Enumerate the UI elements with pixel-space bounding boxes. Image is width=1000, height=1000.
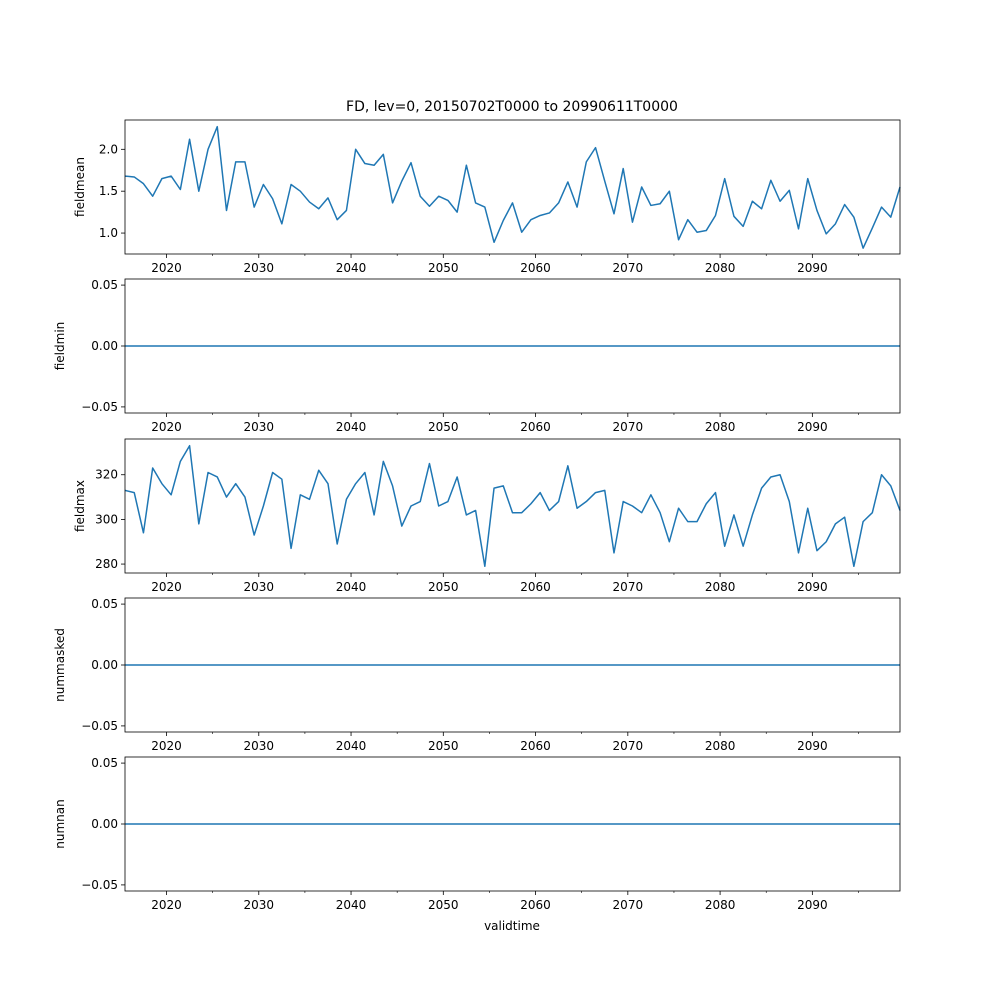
- y-tick-label: 1.5: [99, 184, 118, 198]
- x-tick-label: 2050: [428, 739, 459, 753]
- chart-title: FD, lev=0, 20150702T0000 to 20990611T000…: [346, 99, 678, 115]
- x-tick-label: 2070: [613, 420, 644, 434]
- x-tick-label: 2070: [613, 261, 644, 275]
- x-tick-label: 2080: [705, 261, 736, 275]
- panel-nummasked: 2020 2030 2040 2050 2060 2070 2080 2090 −0.05 0.0…: [53, 597, 901, 753]
- x-tick-label: 2070: [613, 898, 644, 912]
- panel-fieldmin: 2020 2030 2040 2050 2060 2070 2080 2090 −0.05 0.0…: [53, 278, 901, 434]
- x-tick-label: 2060: [520, 261, 551, 275]
- panel-fieldmax: 2020 2030 2040 2050 2060 2070 2080 2090 280 300 32…: [73, 438, 901, 594]
- x-tick-label: 2070: [613, 580, 644, 594]
- panel-fieldmean: 2020 2030 2040 2050 2060 2070 2080 2090 1.0 1.5 2.…: [73, 119, 901, 275]
- series-line-fieldmax: [124, 444, 901, 568]
- x-tick-label: 2050: [428, 898, 459, 912]
- x-tick-label: 2030: [244, 420, 275, 434]
- x-tick-label: 2030: [244, 580, 275, 594]
- x-tick-label: 2020: [151, 739, 182, 753]
- x-tick-label: 2060: [520, 739, 551, 753]
- x-tick-label: 2030: [244, 739, 275, 753]
- y-tick-label: 0.05: [91, 278, 118, 292]
- x-tick-label: 2040: [336, 580, 367, 594]
- x-tick-label: 2070: [613, 739, 644, 753]
- x-tick-label: 2050: [428, 580, 459, 594]
- x-tick-label: 2090: [797, 420, 828, 434]
- x-tick-label: 2020: [151, 261, 182, 275]
- x-tick-label: 2090: [797, 580, 828, 594]
- x-tick-label: 2040: [336, 261, 367, 275]
- y-tick-label: 2.0: [99, 142, 118, 156]
- x-tick-label: 2040: [336, 739, 367, 753]
- x-tick-label: 2080: [705, 580, 736, 594]
- series-line-fieldmean: [124, 125, 901, 249]
- y-tick-label: −0.05: [81, 400, 118, 414]
- subplots: 2020 2030 2040 2050 2060 2070 2080 2090 1.0 1.5 2.…: [53, 119, 901, 912]
- x-tick-label: 2080: [705, 739, 736, 753]
- x-tick-label: 2040: [336, 420, 367, 434]
- y-tick-label: −0.05: [81, 719, 118, 733]
- x-tick-label: 2060: [520, 898, 551, 912]
- y-tick-label: 1.0: [99, 226, 118, 240]
- x-tick-label: 2050: [428, 420, 459, 434]
- y-tick-label: 0.00: [91, 817, 118, 831]
- y-axis-label: numnan: [53, 799, 67, 848]
- x-axis-label: validtime: [484, 919, 540, 933]
- x-tick-label: 2020: [151, 580, 182, 594]
- y-tick-label: 0.05: [91, 756, 118, 770]
- y-tick-label: −0.05: [81, 878, 118, 892]
- x-tick-label: 2060: [520, 580, 551, 594]
- y-axis-label: fieldmin: [53, 322, 67, 371]
- x-tick-label: 2080: [705, 420, 736, 434]
- x-tick-label: 2020: [151, 420, 182, 434]
- x-tick-label: 2090: [797, 898, 828, 912]
- y-tick-label: 320: [95, 468, 118, 482]
- panel-numnan: 2020 2030 2040 2050 2060 2070 2080 2090 −0.05 0.0…: [53, 756, 901, 912]
- x-tick-label: 2090: [797, 739, 828, 753]
- y-tick-label: 0.05: [91, 597, 118, 611]
- y-axis-label: fieldmax: [73, 480, 87, 532]
- y-axis-label: fieldmean: [73, 157, 87, 217]
- x-tick-label: 2030: [244, 898, 275, 912]
- x-tick-label: 2080: [705, 898, 736, 912]
- y-tick-label: 0.00: [91, 658, 118, 672]
- y-tick-label: 0.00: [91, 339, 118, 353]
- axes-frame: [124, 438, 901, 574]
- x-tick-label: 2030: [244, 261, 275, 275]
- y-tick-label: 300: [95, 512, 118, 526]
- y-tick-label: 280: [95, 557, 118, 571]
- x-tick-label: 2090: [797, 261, 828, 275]
- x-tick-label: 2040: [336, 898, 367, 912]
- x-tick-label: 2020: [151, 898, 182, 912]
- x-tick-label: 2050: [428, 261, 459, 275]
- x-tick-label: 2060: [520, 420, 551, 434]
- axes-frame: [124, 119, 901, 255]
- y-axis-label: nummasked: [53, 628, 67, 702]
